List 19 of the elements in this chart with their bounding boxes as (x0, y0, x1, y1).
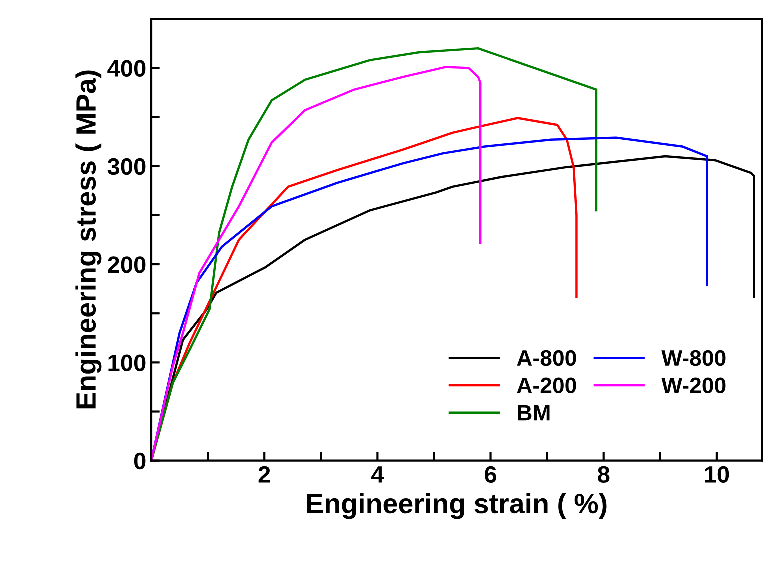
line-series (152, 47, 598, 461)
x-tick-label: 6 (485, 466, 496, 484)
y-tick-label: 100 (108, 354, 146, 372)
legend-label: W-800 (662, 350, 726, 366)
x-axis-title: Engineering strain ( %) (307, 493, 607, 520)
legend-label: BM (518, 405, 550, 421)
legend-label: W-200 (662, 378, 726, 394)
y-tick-label: 0 (134, 452, 146, 470)
y-axis-title: Engineering stress ( MPa) (76, 70, 102, 409)
y-tick-label: 400 (108, 60, 146, 77)
x-tick-label: 2 (258, 466, 270, 483)
line-series (152, 66, 482, 461)
legend-label: A-200 (517, 378, 576, 394)
y-tick-label: 300 (108, 158, 146, 176)
x-tick-label: 8 (598, 466, 610, 484)
legend-label: A-800 (517, 350, 576, 366)
y-tick-label: 200 (108, 256, 146, 274)
x-tick-label: 4 (371, 466, 384, 483)
x-tick-label: 10 (705, 466, 730, 484)
